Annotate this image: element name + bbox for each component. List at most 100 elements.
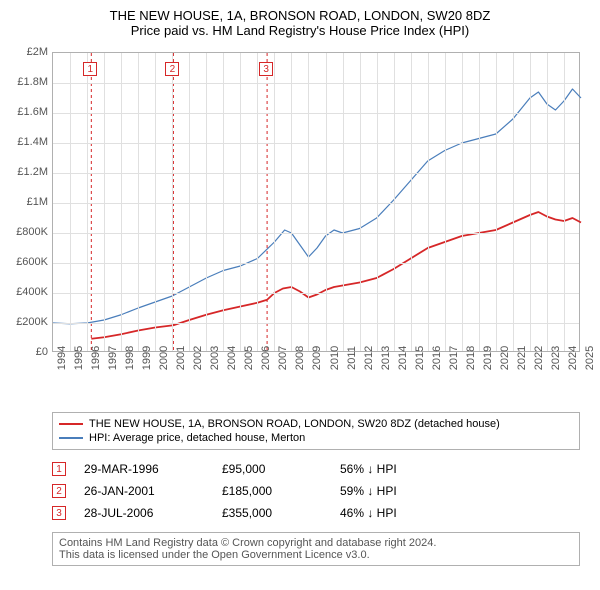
x-tick-label: 2016	[431, 346, 443, 370]
legend-swatch-price-paid	[59, 423, 83, 425]
y-tick-label: £1.6M	[17, 106, 48, 118]
footer-line-1: Contains HM Land Registry data © Crown c…	[59, 537, 573, 549]
marker-box: 2	[165, 62, 179, 76]
legend-label-price-paid: THE NEW HOUSE, 1A, BRONSON ROAD, LONDON,…	[89, 418, 500, 430]
x-tick-label: 2000	[158, 346, 170, 370]
marker-box: 1	[83, 62, 97, 76]
gridline-h	[53, 143, 579, 144]
x-tick-label: 2017	[448, 346, 460, 370]
x-tick-label: 2007	[277, 346, 289, 370]
marker-table-date: 26-JAN-2001	[84, 484, 204, 498]
gridline-v	[70, 53, 71, 351]
x-tick-label: 2010	[329, 346, 341, 370]
x-tick-label: 2019	[482, 346, 494, 370]
gridline-h	[53, 293, 579, 294]
marker-table-num: 3	[52, 506, 66, 520]
marker-table-price: £185,000	[222, 484, 322, 498]
gridline-v	[428, 53, 429, 351]
gridline-v	[240, 53, 241, 351]
x-tick-label: 2014	[397, 346, 409, 370]
marker-table-num: 2	[52, 484, 66, 498]
x-tick-label: 2024	[567, 346, 579, 370]
plot-area	[52, 52, 580, 352]
gridline-v	[223, 53, 224, 351]
x-tick-label: 2005	[243, 346, 255, 370]
gridline-v	[308, 53, 309, 351]
marker-table-date: 28-JUL-2006	[84, 506, 204, 520]
y-tick-label: £2M	[27, 46, 48, 58]
gridline-v	[360, 53, 361, 351]
gridline-v	[189, 53, 190, 351]
chart-title: THE NEW HOUSE, 1A, BRONSON ROAD, LONDON,…	[8, 8, 592, 38]
gridline-h	[53, 323, 579, 324]
marker-box: 3	[259, 62, 273, 76]
gridline-h	[53, 263, 579, 264]
gridline-v	[377, 53, 378, 351]
chart-container: £0£200K£400K£600K£800K£1M£1.2M£1.4M£1.6M…	[8, 46, 592, 406]
gridline-v	[411, 53, 412, 351]
x-tick-label: 2009	[311, 346, 323, 370]
y-tick-label: £600K	[16, 256, 48, 268]
x-tick-label: 2013	[380, 346, 392, 370]
gridline-v	[445, 53, 446, 351]
y-tick-label: £1.8M	[17, 76, 48, 88]
gridline-v	[496, 53, 497, 351]
marker-table-row: 3 28-JUL-2006 £355,000 46% ↓ HPI	[52, 502, 580, 524]
legend-row-price-paid: THE NEW HOUSE, 1A, BRONSON ROAD, LONDON,…	[59, 417, 573, 431]
marker-table-delta: 56% ↓ HPI	[340, 462, 397, 476]
y-tick-label: £1.4M	[17, 136, 48, 148]
marker-table-row: 226-JAN-2001£185,00059% ↓ HPI	[52, 480, 580, 502]
x-tick-label: 2021	[516, 346, 528, 370]
x-tick-label: 2002	[192, 346, 204, 370]
gridline-v	[547, 53, 548, 351]
x-tick-label: 2003	[209, 346, 221, 370]
gridline-v	[479, 53, 480, 351]
legend-label-hpi: HPI: Average price, detached house, Mert…	[89, 432, 305, 444]
x-tick-label: 1995	[73, 346, 85, 370]
x-tick-label: 2012	[363, 346, 375, 370]
gridline-v	[206, 53, 207, 351]
gridline-h	[53, 113, 579, 114]
footer-line-2: This data is licensed under the Open Gov…	[59, 549, 573, 561]
series-hpi	[53, 89, 581, 324]
x-tick-label: 2006	[260, 346, 272, 370]
footer-attribution: Contains HM Land Registry data © Crown c…	[52, 532, 580, 566]
marker-table-price: £355,000	[222, 506, 322, 520]
gridline-v	[138, 53, 139, 351]
x-tick-label: 1997	[107, 346, 119, 370]
marker-table-num: 1	[52, 462, 66, 476]
x-tick-label: 2011	[346, 346, 358, 370]
x-tick-label: 2015	[414, 346, 426, 370]
x-tick-label: 2023	[550, 346, 562, 370]
y-tick-label: £0	[36, 346, 48, 358]
gridline-v	[87, 53, 88, 351]
gridline-v	[274, 53, 275, 351]
gridline-v	[513, 53, 514, 351]
x-tick-label: 2008	[294, 346, 306, 370]
x-tick-label: 2020	[499, 346, 511, 370]
gridline-v	[394, 53, 395, 351]
gridline-h	[53, 83, 579, 84]
gridline-v	[291, 53, 292, 351]
plot-svg	[53, 53, 579, 351]
gridline-v	[121, 53, 122, 351]
y-tick-label: £800K	[16, 226, 48, 238]
gridline-h	[53, 233, 579, 234]
gridline-v	[326, 53, 327, 351]
x-tick-label: 2004	[226, 346, 238, 370]
y-tick-label: £400K	[16, 286, 48, 298]
x-tick-label: 1998	[124, 346, 136, 370]
gridline-h	[53, 203, 579, 204]
x-tick-label: 1999	[141, 346, 153, 370]
marker-table-price: £95,000	[222, 462, 322, 476]
title-line-1: THE NEW HOUSE, 1A, BRONSON ROAD, LONDON,…	[8, 8, 592, 23]
x-tick-label: 1994	[56, 346, 68, 370]
gridline-v	[104, 53, 105, 351]
marker-table-delta: 46% ↓ HPI	[340, 506, 397, 520]
marker-table-row: 129-MAR-1996£95,00056% ↓ HPI	[52, 458, 580, 480]
x-tick-label: 2001	[175, 346, 187, 370]
x-tick-label: 2025	[584, 346, 596, 370]
legend-swatch-hpi	[59, 437, 83, 439]
y-tick-label: £1M	[27, 196, 48, 208]
gridline-v	[343, 53, 344, 351]
